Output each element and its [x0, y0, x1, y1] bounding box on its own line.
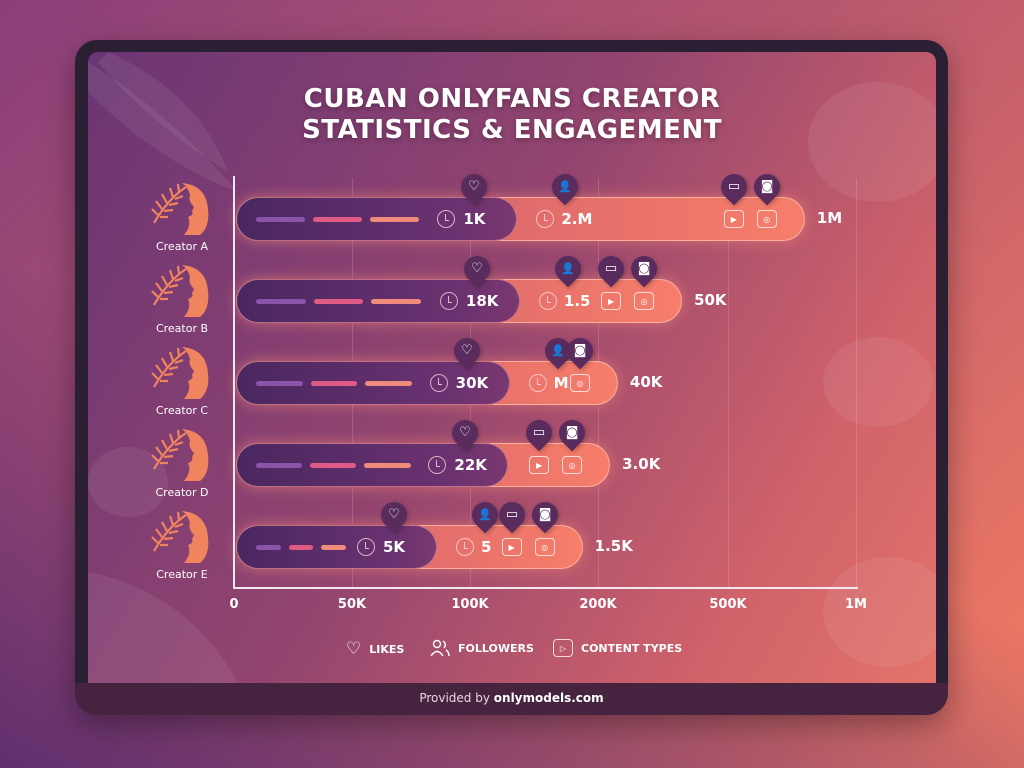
followers-icon	[430, 639, 450, 657]
x-tick-label: 200K	[579, 597, 617, 612]
title-line-2: STATISTICS & ENGAGEMENT	[302, 115, 722, 145]
camera-pin-icon: ◙	[553, 414, 591, 452]
y-axis	[233, 176, 235, 588]
followers-value: 5	[480, 538, 492, 556]
camera-pin-icon: ◙	[526, 496, 564, 534]
followers-pin-icon: 👤	[549, 250, 587, 288]
clock-icon	[437, 210, 456, 228]
progress-dash	[365, 381, 412, 386]
x-tick-label: 1M	[845, 597, 867, 612]
gridline	[856, 178, 857, 588]
progress-dash	[288, 545, 314, 550]
clock-icon	[429, 374, 448, 392]
end-value-label: 50K	[694, 291, 727, 309]
legend-content-types: ▷ CONTENT TYPES	[553, 639, 682, 657]
likes-value: 18K	[465, 292, 499, 310]
creator-label: Creator E	[156, 568, 208, 581]
progress-dash	[310, 463, 357, 468]
video-pin-icon: ▭	[592, 250, 630, 288]
clock-icon	[528, 374, 547, 392]
camera-icon: ◎	[569, 374, 590, 392]
progress-dash	[256, 463, 303, 468]
creator-avatar-icon	[151, 429, 209, 481]
footer-prefix: Provided by	[419, 691, 490, 705]
progress-dash	[369, 217, 419, 222]
x-axis	[233, 587, 858, 589]
progress-dash	[256, 217, 305, 222]
camera-icon: ◎	[634, 292, 655, 310]
likes-value: 30K	[455, 374, 489, 392]
followers-value: M	[553, 374, 569, 392]
screen	[88, 52, 936, 683]
legend-label: LIKES	[369, 642, 405, 656]
footer-brand-link[interactable]: onlymodels.com	[493, 691, 604, 705]
creator-avatar-icon	[151, 511, 209, 563]
heart-icon: ♡	[346, 639, 362, 659]
clock-icon	[455, 538, 474, 556]
heart-pin-icon: ♡	[375, 496, 413, 534]
likes-value: 5K	[382, 538, 406, 556]
video-pin-icon: ▭	[520, 414, 558, 452]
camera-pin-icon: ◙	[561, 332, 599, 370]
progress-dash	[371, 299, 422, 304]
gridline	[728, 178, 729, 588]
likes-value: 22K	[454, 456, 487, 474]
heart-pin-icon: ♡	[458, 250, 496, 288]
play-icon: ▶	[529, 456, 550, 474]
creator-avatar-icon	[151, 265, 209, 317]
clock-icon	[428, 456, 447, 474]
progress-dash	[313, 299, 364, 304]
legend-followers: FOLLOWERS	[430, 639, 534, 657]
end-value-label: 3.0K	[622, 455, 661, 473]
play-icon: ▶	[501, 538, 522, 556]
progress-dash	[256, 299, 306, 304]
camera-pin-icon: ◙	[625, 250, 663, 288]
camera-icon: ◎	[562, 456, 583, 474]
x-tick-label: 50K	[337, 597, 367, 612]
end-value-label: 40K	[629, 373, 663, 391]
followers-value: 1.5	[563, 292, 591, 310]
progress-dash	[312, 217, 362, 222]
progress-dash	[256, 381, 303, 386]
title-line-1: CUBAN ONLYFANS CREATOR	[303, 84, 721, 114]
legend-likes: ♡ LIKES	[346, 639, 404, 659]
video-pin-icon: ▭	[715, 168, 753, 206]
clock-icon	[536, 210, 555, 228]
clock-icon	[538, 292, 557, 310]
camera-icon: ◎	[534, 538, 555, 556]
x-tick-label: 0	[229, 597, 239, 612]
heart-pin-icon: ♡	[448, 332, 486, 370]
clock-icon	[356, 538, 375, 556]
likes-value: 1K	[463, 210, 486, 228]
progress-dash	[364, 463, 411, 468]
creator-label: Creator A	[155, 240, 209, 253]
end-value-label: 1.5K	[594, 537, 633, 555]
play-icon: ▶	[601, 292, 622, 310]
legend-label: FOLLOWERS	[458, 641, 534, 655]
end-value-label: 1M	[816, 209, 843, 227]
footer: Provided by onlymodels.com	[75, 683, 948, 715]
progress-dash	[256, 545, 281, 550]
creator-label: Creator B	[155, 322, 209, 335]
creator-avatar-icon	[151, 347, 209, 399]
play-icon: ▷	[553, 639, 573, 657]
legend-label: CONTENT TYPES	[581, 641, 683, 655]
x-tick-label: 100K	[451, 597, 489, 612]
camera-pin-icon: ◙	[748, 168, 786, 206]
video-pin-icon: ▭	[493, 496, 531, 534]
clock-icon	[439, 292, 458, 310]
progress-dash	[321, 545, 346, 550]
camera-icon: ◎	[756, 210, 777, 228]
followers-value: 2.M	[561, 210, 593, 228]
creator-avatar-icon	[151, 183, 209, 235]
x-tick-label: 500K	[709, 597, 747, 612]
creator-label: Creator C	[155, 404, 209, 417]
creator-label: Creator D	[155, 486, 209, 499]
tropical-leaves-decoration	[88, 52, 936, 683]
play-icon: ▶	[723, 210, 744, 228]
progress-dash	[310, 381, 358, 386]
chart-title: CUBAN ONLYFANS CREATOR STATISTICS & ENGAG…	[0, 84, 1024, 146]
